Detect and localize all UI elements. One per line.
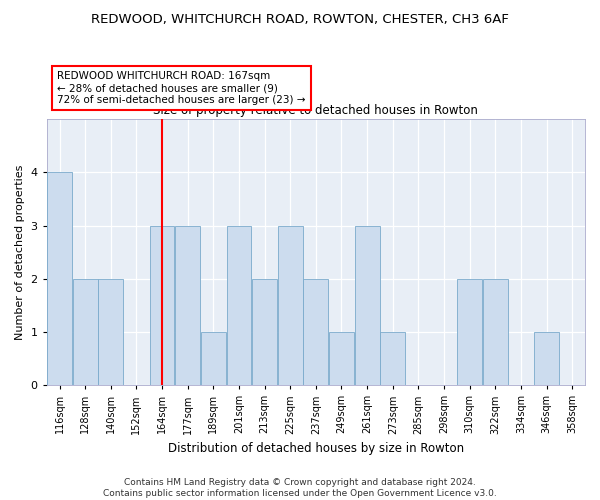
Bar xyxy=(149,226,175,385)
Text: REDWOOD WHITCHURCH ROAD: 167sqm
← 28% of detached houses are smaller (9)
72% of : REDWOOD WHITCHURCH ROAD: 167sqm ← 28% of… xyxy=(58,72,306,104)
Bar xyxy=(98,279,123,385)
Bar xyxy=(201,332,226,385)
Bar xyxy=(47,172,72,385)
Bar xyxy=(278,226,302,385)
Bar xyxy=(175,226,200,385)
Bar xyxy=(457,279,482,385)
Y-axis label: Number of detached properties: Number of detached properties xyxy=(15,164,25,340)
Bar xyxy=(380,332,405,385)
X-axis label: Distribution of detached houses by size in Rowton: Distribution of detached houses by size … xyxy=(168,442,464,455)
Bar xyxy=(355,226,380,385)
Text: REDWOOD, WHITCHURCH ROAD, ROWTON, CHESTER, CH3 6AF: REDWOOD, WHITCHURCH ROAD, ROWTON, CHESTE… xyxy=(91,12,509,26)
Bar xyxy=(483,279,508,385)
Bar xyxy=(329,332,354,385)
Bar xyxy=(304,279,328,385)
Bar xyxy=(73,279,98,385)
Title: Size of property relative to detached houses in Rowton: Size of property relative to detached ho… xyxy=(154,104,478,117)
Text: Contains HM Land Registry data © Crown copyright and database right 2024.
Contai: Contains HM Land Registry data © Crown c… xyxy=(103,478,497,498)
Bar xyxy=(252,279,277,385)
Bar xyxy=(534,332,559,385)
Bar xyxy=(227,226,251,385)
